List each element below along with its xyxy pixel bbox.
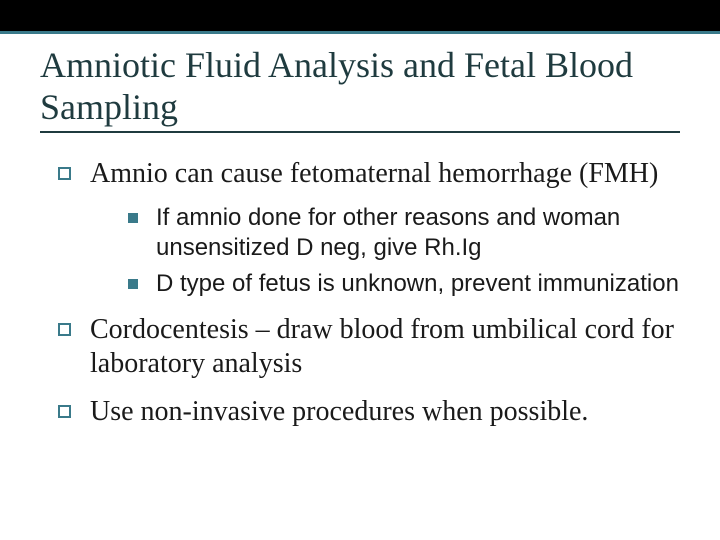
list-item: Use non-invasive procedures when possibl… xyxy=(50,395,680,429)
list-item-text: Amnio can cause fetomaternal hemorrhage … xyxy=(90,158,658,189)
solid-square-bullet-icon xyxy=(128,213,138,223)
sub-bullet-list: If amnio done for other reasons and woma… xyxy=(90,203,680,299)
list-item: If amnio done for other reasons and woma… xyxy=(120,203,680,263)
bullet-list: Amnio can cause fetomaternal hemorrhage … xyxy=(40,157,680,430)
list-item-text: D type of fetus is unknown, prevent immu… xyxy=(156,270,679,297)
list-item-text: Cordocentesis – draw blood from umbilica… xyxy=(90,314,674,379)
square-bullet-icon xyxy=(58,405,71,418)
slide-content: Amniotic Fluid Analysis and Fetal Blood … xyxy=(0,34,720,430)
square-bullet-icon xyxy=(58,167,71,180)
square-bullet-icon xyxy=(58,323,71,336)
list-item: D type of fetus is unknown, prevent immu… xyxy=(120,269,680,299)
list-item-text: Use non-invasive procedures when possibl… xyxy=(90,396,588,427)
top-bar xyxy=(0,0,720,34)
list-item: Amnio can cause fetomaternal hemorrhage … xyxy=(50,157,680,299)
list-item-text: If amnio done for other reasons and woma… xyxy=(156,204,620,261)
slide-title: Amniotic Fluid Analysis and Fetal Blood … xyxy=(40,44,680,133)
solid-square-bullet-icon xyxy=(128,279,138,289)
list-item: Cordocentesis – draw blood from umbilica… xyxy=(50,313,680,381)
